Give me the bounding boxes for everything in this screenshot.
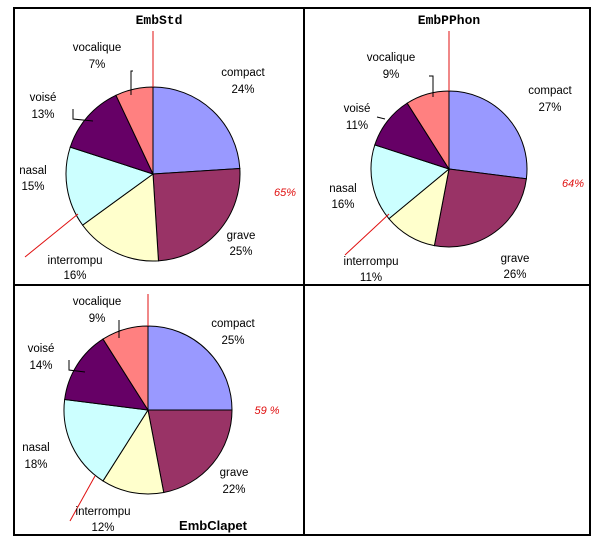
annotation-percentage: 59 % <box>254 405 279 417</box>
annotation-line-bottom <box>345 214 389 255</box>
pie-chart-embpphon: EmbPPhon compact 27% grave 26% interromp… <box>305 9 591 286</box>
slice-label-compact: compact <box>211 318 255 330</box>
chart-title: EmbStd <box>136 13 183 28</box>
chart-title: EmbClapet <box>179 518 248 533</box>
annotation-line-bottom <box>25 214 78 257</box>
pie-chart-embstd: EmbStd compact 24% grave 25% interrompu … <box>15 9 305 286</box>
slice-label-nasal: nasal <box>329 183 357 195</box>
slice-value-voise: 13% <box>31 109 54 121</box>
empty-cell <box>303 284 591 536</box>
slice-label-interrompu: interrompu <box>344 256 399 268</box>
slice-label-vocalique: vocalique <box>73 42 122 54</box>
slice-value-interrompu: 16% <box>63 270 86 282</box>
pie-slice-compact <box>449 91 527 179</box>
slice-value-interrompu: 11% <box>360 272 382 284</box>
slice-label-vocalique: vocalique <box>73 296 122 308</box>
chart-cell-embclapet: compact 25% grave 22% interrompu 12% nas… <box>13 284 305 536</box>
slice-label-grave: grave <box>220 467 249 479</box>
slice-label-grave: grave <box>501 253 530 265</box>
slice-label-voise: voisé <box>28 343 55 355</box>
slice-value-nasal: 16% <box>331 199 354 211</box>
slice-value-interrompu: 12% <box>91 522 114 534</box>
slice-value-grave: 25% <box>229 246 252 258</box>
slice-label-interrompu: interrompu <box>48 255 103 267</box>
chart-title: EmbPPhon <box>418 13 481 28</box>
slice-label-compact: compact <box>221 67 265 79</box>
slice-label-nasal: nasal <box>22 442 50 454</box>
slice-label-compact: compact <box>528 85 572 97</box>
slice-label-nasal: nasal <box>19 165 47 177</box>
slice-value-grave: 26% <box>503 269 526 281</box>
slice-value-vocalique: 9% <box>89 313 106 325</box>
slice-value-vocalique: 7% <box>89 59 106 71</box>
slice-value-voise: 11% <box>346 120 368 132</box>
slice-label-voise: voisé <box>344 103 371 115</box>
leader-line-voise <box>377 117 385 119</box>
slice-value-nasal: 15% <box>21 181 44 193</box>
slice-value-nasal: 18% <box>24 459 47 471</box>
slice-value-compact: 27% <box>538 102 561 114</box>
slice-label-grave: grave <box>227 230 256 242</box>
pie-slice-grave <box>153 169 240 261</box>
slice-value-compact: 25% <box>221 335 244 347</box>
pie-slice-compact <box>153 87 240 174</box>
slice-value-compact: 24% <box>231 84 254 96</box>
slice-value-vocalique: 9% <box>383 69 400 81</box>
chart-cell-embpphon: EmbPPhon compact 27% grave 26% interromp… <box>303 7 591 286</box>
pie-slice-compact <box>148 326 232 410</box>
slice-label-interrompu: interrompu <box>76 506 131 518</box>
slice-value-grave: 22% <box>222 484 245 496</box>
annotation-percentage: 65% <box>274 187 296 199</box>
chart-cell-embstd: EmbStd compact 24% grave 25% interrompu … <box>13 7 305 286</box>
slice-value-voise: 14% <box>29 360 52 372</box>
annotation-percentage: 64% <box>562 178 584 190</box>
slice-label-voise: voisé <box>30 92 57 104</box>
pie-slice-grave <box>434 169 526 247</box>
slice-label-vocalique: vocalique <box>367 52 416 64</box>
pie-chart-embclapet: compact 25% grave 22% interrompu 12% nas… <box>15 286 305 536</box>
